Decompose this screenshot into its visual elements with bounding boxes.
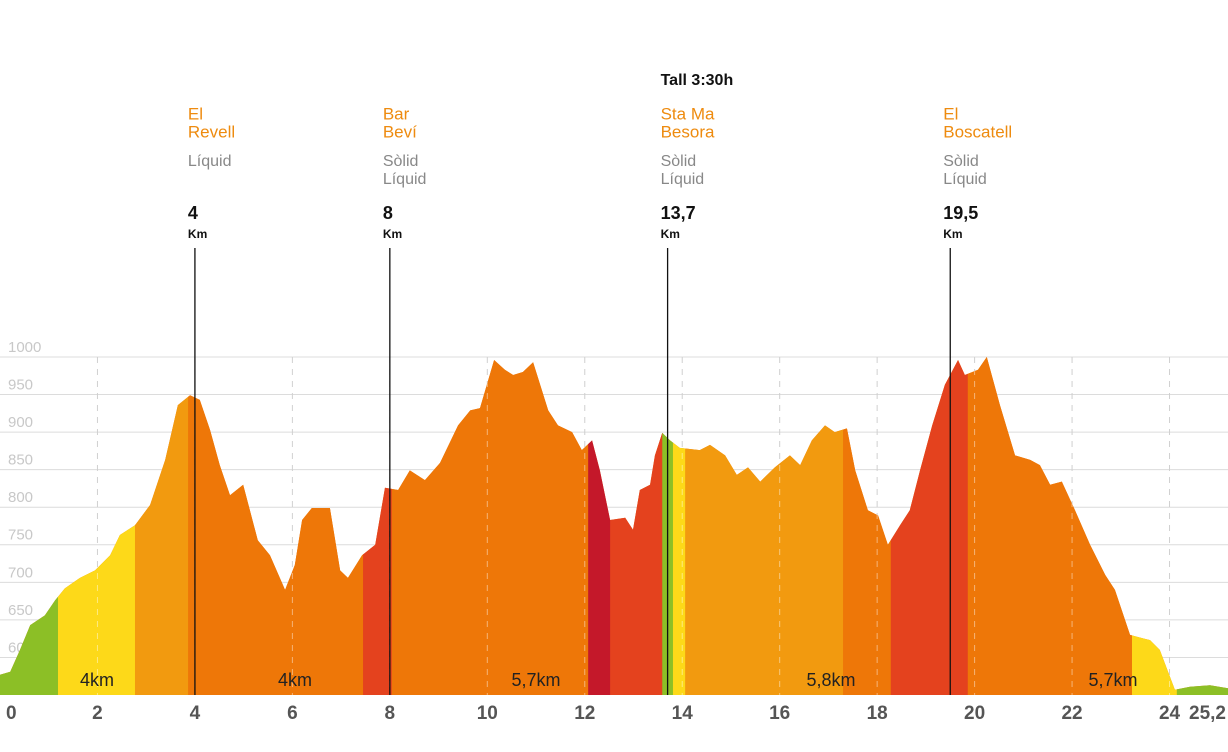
checkpoint-unit: Km xyxy=(661,227,680,241)
x-tick-label: 24 xyxy=(1159,703,1181,724)
checkpoint-km: 8 xyxy=(383,203,393,223)
y-tick-label: 1000 xyxy=(8,339,41,356)
x-tick-label: 2 xyxy=(92,703,103,724)
distance-label: 5,7km xyxy=(511,670,560,690)
checkpoint-supply: Líquid xyxy=(188,153,232,170)
y-tick-label: 800 xyxy=(8,489,33,506)
checkpoint-unit: Km xyxy=(943,227,962,241)
profile-segment xyxy=(57,357,136,695)
x-tick-label: 10 xyxy=(477,703,498,724)
x-tick-label: 12 xyxy=(574,703,595,724)
y-tick-label: 700 xyxy=(8,564,33,581)
x-tick-label: 6 xyxy=(287,703,298,724)
y-tick-label: 900 xyxy=(8,414,33,431)
profile-segment xyxy=(685,357,844,695)
y-tick-label: 650 xyxy=(8,602,33,619)
profile-segment xyxy=(134,357,189,695)
profile-segment xyxy=(610,357,663,695)
checkpoint-name: Revell xyxy=(188,122,235,141)
checkpoint-name: Besora xyxy=(661,122,715,141)
profile-segment xyxy=(188,357,364,695)
y-tick-label: 850 xyxy=(8,452,33,469)
checkpoint-supply: Sòlid xyxy=(661,153,697,170)
checkpoint-km: 13,7 xyxy=(661,203,696,223)
profile-segment xyxy=(967,357,1133,695)
profile-segment xyxy=(588,357,611,695)
checkpoint-note: Tall 3:30h xyxy=(661,72,734,89)
distance-label: 5,7km xyxy=(1088,670,1137,690)
checkpoint-name: Sta Ma xyxy=(661,104,715,123)
x-tick-label: 16 xyxy=(769,703,790,724)
checkpoint-km: 19,5 xyxy=(943,203,978,223)
x-tick-label: 4 xyxy=(190,703,201,724)
checkpoint-km: 4 xyxy=(188,203,198,223)
checkpoint-supply: Líquid xyxy=(943,171,987,188)
checkpoint-name: Bar xyxy=(383,104,410,123)
x-tick-label: 18 xyxy=(867,703,888,724)
checkpoint-supply: Líquid xyxy=(661,171,705,188)
x-tick-label: 0 xyxy=(6,703,17,724)
checkpoint-supply: Líquid xyxy=(383,171,427,188)
profile-segment xyxy=(672,357,686,695)
x-tick-label: 25,2 xyxy=(1189,703,1226,724)
checkpoint-unit: Km xyxy=(188,227,207,241)
x-tick-label: 22 xyxy=(1061,703,1082,724)
distance-label: 4km xyxy=(80,670,114,690)
y-tick-label: 750 xyxy=(8,527,33,544)
checkpoint-name: El xyxy=(188,104,203,123)
profile-segment xyxy=(391,357,589,695)
distance-label: 4km xyxy=(278,670,312,690)
distance-label: 5,8km xyxy=(806,670,855,690)
y-tick-label: 950 xyxy=(8,377,33,394)
profile-segment xyxy=(843,357,892,695)
checkpoint-supply: Sòlid xyxy=(943,153,979,170)
checkpoint-name: Boscatell xyxy=(943,122,1012,141)
profile-segment xyxy=(1176,357,1228,695)
x-tick-label: 14 xyxy=(672,703,694,724)
profile-segment xyxy=(363,357,393,695)
checkpoint-name: El xyxy=(943,104,958,123)
profile-segment xyxy=(1132,357,1178,695)
checkpoint-supply: Sòlid xyxy=(383,153,419,170)
x-tick-label: 8 xyxy=(385,703,396,724)
checkpoint-unit: Km xyxy=(383,227,402,241)
x-tick-label: 20 xyxy=(964,703,985,724)
checkpoint-name: Beví xyxy=(383,122,417,141)
profile-segment xyxy=(890,357,969,695)
